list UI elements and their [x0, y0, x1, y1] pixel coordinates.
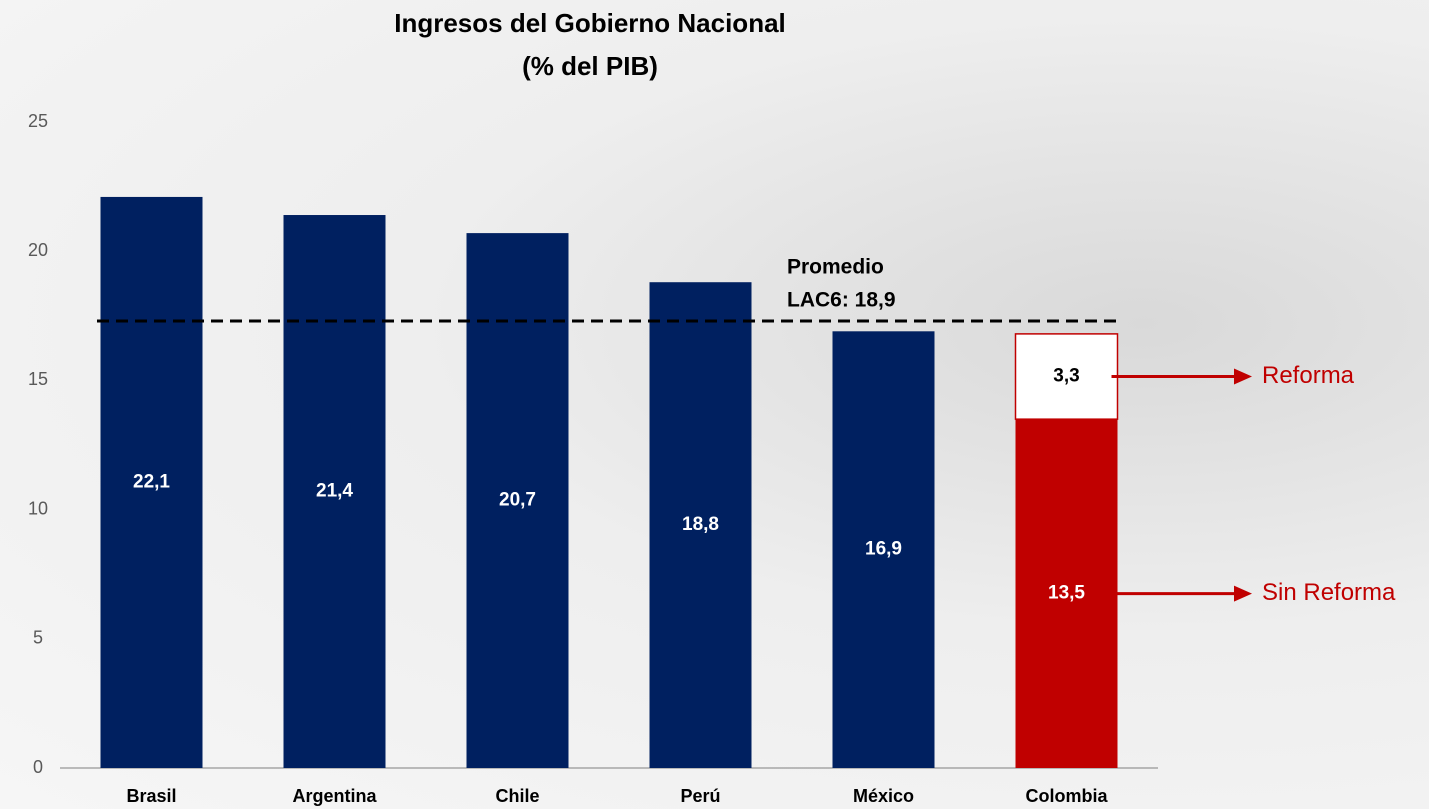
x-tick-label: Argentina — [292, 786, 377, 806]
y-tick-label: 5 — [33, 628, 43, 648]
value-label: 13,5 — [1048, 583, 1085, 604]
bar — [1014, 333, 1119, 420]
value-label: 21,4 — [316, 481, 353, 502]
reference-label: LAC6: 18,9 — [787, 289, 896, 312]
bar — [649, 282, 752, 768]
y-tick-label: 10 — [28, 498, 48, 518]
bar — [832, 331, 935, 768]
y-tick-label: 15 — [28, 369, 48, 389]
arrow-label: Sin Reforma — [1262, 579, 1396, 606]
arrow-head — [1234, 585, 1252, 602]
bar — [100, 196, 203, 768]
arrow-head — [1234, 368, 1252, 385]
value-label: 20,7 — [499, 490, 536, 511]
value-label: 3,3 — [1053, 366, 1079, 387]
x-tick-label: México — [853, 786, 914, 806]
chart-title: (% del PIB) — [522, 51, 658, 81]
y-tick-label: 20 — [28, 240, 48, 260]
x-tick-label: Colombia — [1025, 786, 1108, 806]
chart-title: Ingresos del Gobierno Nacional — [394, 8, 786, 38]
bar — [283, 215, 386, 769]
y-tick-label: 25 — [28, 111, 48, 131]
y-tick-label: 0 — [33, 757, 43, 777]
x-tick-label: Perú — [680, 786, 720, 806]
bar — [1015, 419, 1118, 768]
reference-label: Promedio — [787, 256, 884, 279]
x-tick-label: Chile — [495, 786, 539, 806]
arrow-label: Reforma — [1262, 362, 1355, 389]
x-tick-label: Brasil — [126, 786, 176, 806]
value-label: 16,9 — [865, 539, 902, 560]
value-label: 18,8 — [682, 514, 719, 535]
value-label: 22,1 — [133, 471, 170, 492]
